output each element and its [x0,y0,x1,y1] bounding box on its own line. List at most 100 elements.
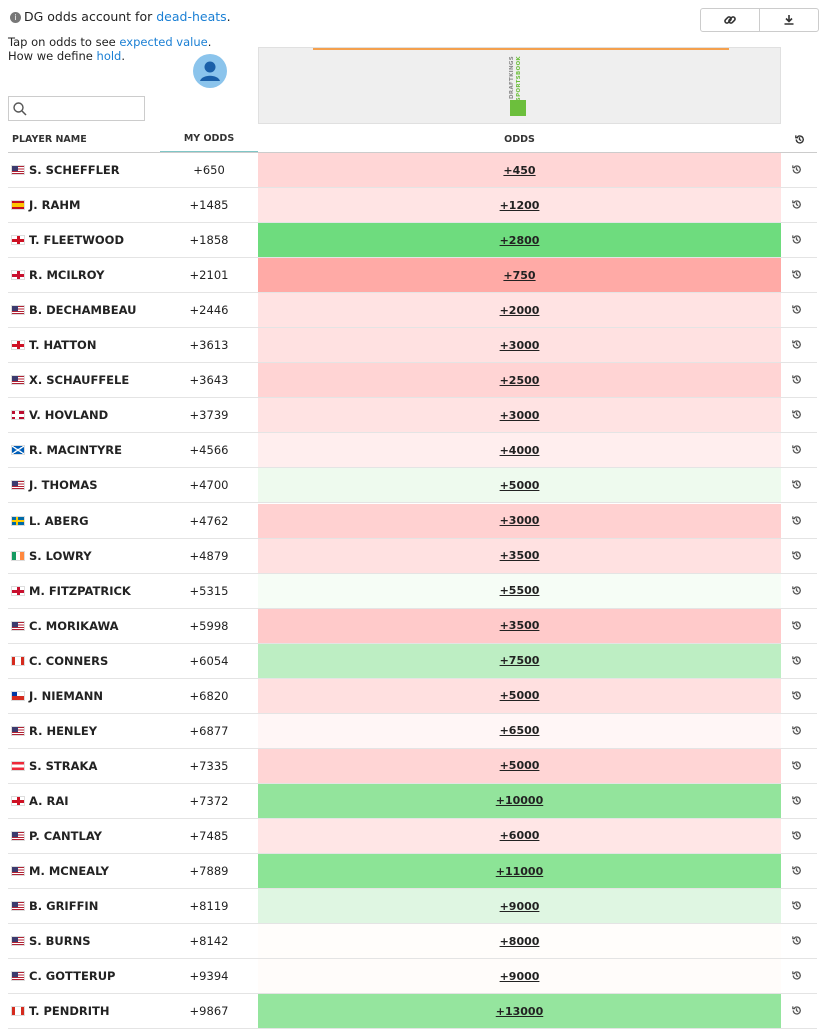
history-icon[interactable] [791,199,802,213]
odds-cell[interactable]: +4000 [258,433,781,468]
sportsbook-header[interactable]: DRAFTKINGS SPORTSBOOK [258,47,781,124]
table-row: V. HOVLAND +3739 +3000 [8,398,817,434]
history-icon[interactable] [791,479,802,493]
history-icon[interactable] [791,515,802,529]
table-row: S. BURNS +8142 +8000 [8,924,817,960]
history-icon[interactable] [791,865,802,879]
odds-cell[interactable]: +5000 [258,678,781,713]
history-icon[interactable] [791,795,802,809]
odds-cell[interactable]: +750 [258,258,781,293]
odds-cell[interactable]: +6500 [258,713,781,748]
player-name: S. STRAKA [29,758,98,773]
table-row: A. RAI +7372 +10000 [8,783,817,819]
odds-cell[interactable]: +5500 [258,573,781,608]
odds-cell[interactable]: +8000 [258,924,781,959]
history-icon[interactable] [791,830,802,844]
odds-cell[interactable]: +6000 [258,818,781,853]
player-name: M. FITZPATRICK [29,583,131,598]
history-icon[interactable] [791,970,802,984]
book-logo: DRAFTKINGS SPORTSBOOK [509,56,529,120]
odds-cell[interactable]: +13000 [258,994,781,1029]
player-cell: R. MCILROY [8,258,104,292]
my-odds: +3643 [189,373,229,388]
history-icon[interactable] [791,374,802,388]
help-text: Tap on odds to see expected value. How w… [8,35,211,63]
player-name: R. HENLEY [29,723,98,738]
table-row: J. THOMAS +4700 +5000 [8,468,817,504]
history-icon[interactable] [791,725,802,739]
logo-bottom: SPORTSBOOK [516,56,522,102]
history-icon[interactable] [791,585,802,599]
download-button[interactable] [759,9,818,31]
history-icon[interactable] [791,339,802,353]
history-icon[interactable] [791,269,802,283]
player-cell: X. SCHAUFFELE [8,363,129,397]
history-icon[interactable] [791,760,802,774]
hold-link[interactable]: hold [96,49,122,63]
odds-cell[interactable]: +9000 [258,889,781,924]
odds-cell[interactable]: +1200 [258,188,781,223]
flag-icon [11,445,25,456]
player-name: B. GRIFFIN [29,899,99,914]
player-cell: L. ABERG [8,504,89,538]
history-icon[interactable] [791,304,802,318]
player-cell: M. MCNEALY [8,854,109,888]
avatar[interactable] [193,54,227,88]
search-box[interactable] [8,96,145,121]
history-icon[interactable] [791,900,802,914]
history-icon[interactable] [791,935,802,949]
table-row: R. MACINTYRE +4566 +4000 [8,433,817,469]
ev-link[interactable]: expected value [119,35,208,49]
odds-cell[interactable]: +10000 [258,783,781,818]
player-cell: C. MORIKAWA [8,609,119,643]
odds-cell[interactable]: +3000 [258,398,781,433]
history-icon[interactable] [791,234,802,248]
odds-cell[interactable]: +3500 [258,538,781,573]
history-icon[interactable] [791,444,802,458]
history-icon[interactable] [791,550,802,564]
player-name: S. LOWRY [29,548,92,563]
player-cell: R. HENLEY [8,714,97,748]
odds-cell[interactable]: +5000 [258,468,781,503]
odds-cell[interactable]: +3500 [258,608,781,643]
odds-cell[interactable]: +2000 [258,293,781,328]
player-cell: A. RAI [8,784,69,818]
player-cell: J. NIEMANN [8,679,103,713]
player-name: J. RAHM [29,198,81,213]
player-cell: T. FLEETWOOD [8,223,124,257]
history-icon[interactable] [791,690,802,704]
odds-cell[interactable]: +9000 [258,959,781,994]
history-icon[interactable] [791,655,802,669]
player-name: S. SCHEFFLER [29,163,120,177]
flag-icon [11,585,25,596]
odds-cell[interactable]: +450 [258,153,781,187]
player-cell: J. RAHM [8,188,80,222]
table-row: S. STRAKA +7335 +5000 [8,748,817,784]
history-icon[interactable] [791,1005,802,1019]
dead-heats-link[interactable]: dead-heats [156,9,227,24]
table-row: T. FLEETWOOD +1858 +2800 [8,223,817,259]
player-cell: C. CONNERS [8,644,108,678]
my-odds: +4762 [189,513,229,528]
odds-cell[interactable]: +3000 [258,328,781,363]
odds-cell[interactable]: +3000 [258,503,781,538]
flag-icon [11,725,25,736]
table-row: T. HATTON +3613 +3000 [8,328,817,364]
odds-cell[interactable]: +7500 [258,643,781,678]
history-icon[interactable] [791,409,802,423]
table-row: M. MCNEALY +7889 +11000 [8,854,817,889]
odds-cell[interactable]: +2500 [258,363,781,398]
odds-cell[interactable]: +5000 [258,748,781,783]
odds-cell[interactable]: +11000 [258,854,781,888]
link-button[interactable] [701,9,759,31]
flag-icon [11,480,25,491]
player-name: J. THOMAS [29,478,98,493]
history-icon[interactable] [791,164,802,178]
history-header [794,125,805,153]
flag-icon [11,340,25,351]
history-icon[interactable] [791,620,802,634]
flag-icon [11,655,25,666]
my-odds: +8119 [189,899,229,914]
odds-cell[interactable]: +2800 [258,223,781,258]
player-cell: R. MACINTYRE [8,433,122,467]
